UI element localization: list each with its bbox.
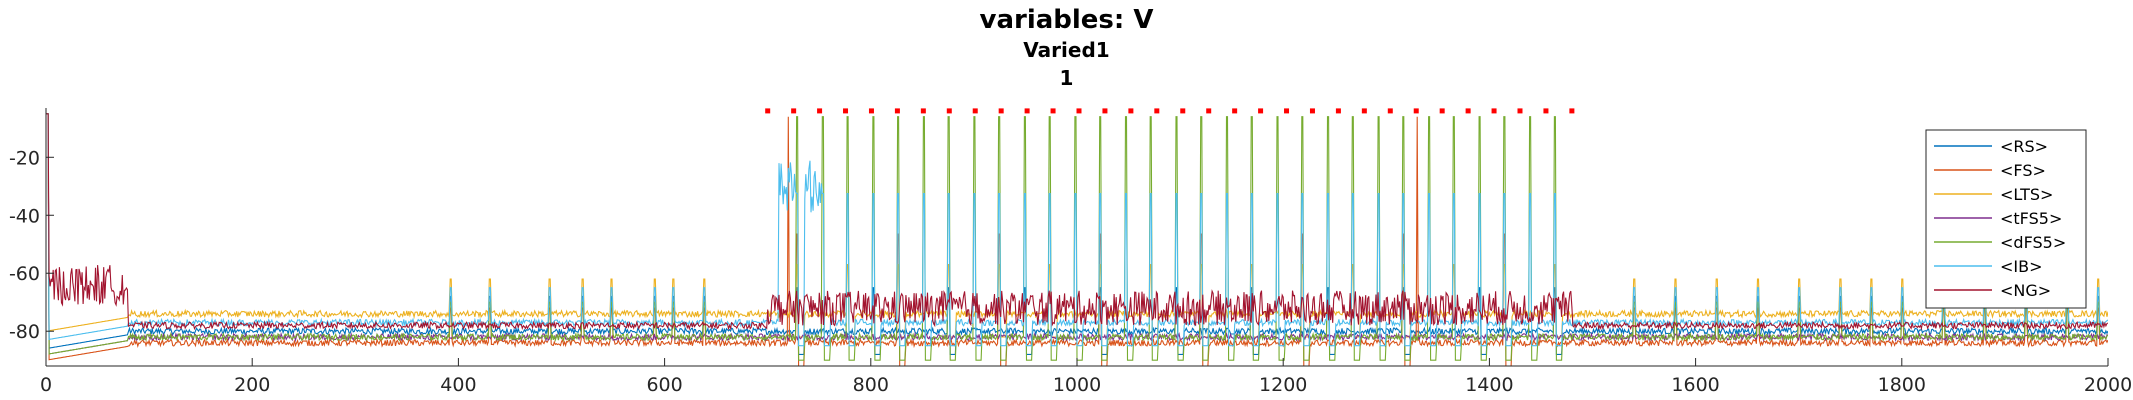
stimulus-marker <box>1387 108 1393 114</box>
x-tick-label: 1600 <box>1671 374 1719 396</box>
stimulus-marker <box>1258 108 1264 114</box>
plot-area <box>46 113 2108 366</box>
stimulus-marker <box>1050 108 1056 114</box>
y-tick-label: -60 <box>9 263 40 285</box>
x-tick-label: 0 <box>40 374 52 396</box>
x-tick-label: 1200 <box>1259 374 1307 396</box>
legend: <RS> <FS> <LTS> <tFS5> <dFS5> <IB> <NG> <box>1925 129 2087 309</box>
stimulus-marker <box>920 108 926 114</box>
stimulus-marker <box>1439 108 1445 114</box>
stimulus-marker <box>817 108 823 114</box>
stimulus-marker <box>894 108 900 114</box>
axes: 0 200 400 600 800 1000 1200 1400 1600 1800 2000 -20… <box>9 108 2132 396</box>
stimulus-marker <box>1543 108 1549 114</box>
stimulus-markers <box>765 108 1575 114</box>
x-tick-label: 600 <box>646 374 682 396</box>
legend-label: <tFS5> <box>2000 209 2062 228</box>
stimulus-marker <box>1284 108 1290 114</box>
y-tick-label: -40 <box>9 205 40 227</box>
x-tick-label: 800 <box>853 374 889 396</box>
stimulus-marker <box>1517 108 1523 114</box>
stimulus-marker <box>843 108 849 114</box>
stimulus-marker <box>1180 108 1186 114</box>
stimulus-marker <box>868 108 874 114</box>
series-line-ng <box>46 113 2108 331</box>
legend-box <box>1925 129 2087 309</box>
legend-label: <LTS> <box>2000 185 2053 204</box>
x-tick-label: 1800 <box>1878 374 1926 396</box>
stimulus-marker <box>972 108 978 114</box>
stimulus-marker <box>998 108 1004 114</box>
stimulus-marker <box>1154 108 1160 114</box>
x-tick-label: 2000 <box>2084 374 2132 396</box>
y-tick-label: -80 <box>9 321 40 343</box>
chart-subtitle-2: 1 <box>1059 66 1074 90</box>
chart-subtitle: Varied1 <box>1023 38 1110 62</box>
y-tick-label: -20 <box>9 147 40 169</box>
stimulus-marker <box>791 108 797 114</box>
stimulus-marker <box>1024 108 1030 114</box>
stimulus-marker <box>1335 108 1341 114</box>
x-tick-label: 400 <box>440 374 476 396</box>
legend-label: <NG> <box>2000 281 2051 300</box>
stimulus-marker <box>1206 108 1212 114</box>
x-tick-label: 1000 <box>1053 374 1101 396</box>
stimulus-marker <box>765 108 771 114</box>
stimulus-marker <box>1569 108 1575 114</box>
series-line-ib <box>46 113 2108 347</box>
stimulus-marker <box>1361 108 1367 114</box>
x-tick-label: 1400 <box>1465 374 1513 396</box>
stimulus-marker <box>1076 108 1082 114</box>
title-block: variables: V Varied1 1 <box>0 4 2133 92</box>
stimulus-marker <box>1491 108 1497 114</box>
stimulus-marker <box>1232 108 1238 114</box>
legend-label: <RS> <box>2000 137 2048 156</box>
stimulus-marker <box>946 108 952 114</box>
stimulus-marker <box>1128 108 1134 114</box>
stimulus-marker <box>1102 108 1108 114</box>
x-tick-label: 200 <box>234 374 270 396</box>
stimulus-marker <box>1413 108 1419 114</box>
stimulus-marker <box>1309 108 1315 114</box>
legend-label: <dFS5> <box>2000 233 2066 252</box>
legend-label: <FS> <box>2000 161 2046 180</box>
series-group <box>46 113 2108 366</box>
legend-label: <IB> <box>2000 257 2043 276</box>
stimulus-marker <box>1465 108 1471 114</box>
chart-title: variables: V <box>979 5 1154 35</box>
